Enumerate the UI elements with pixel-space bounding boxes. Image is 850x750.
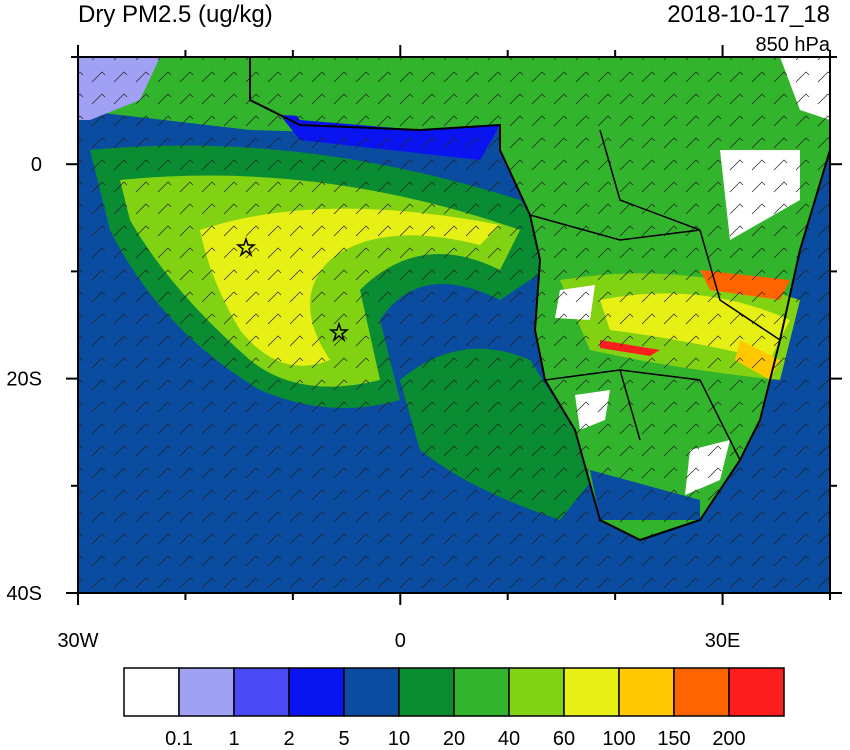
colorbar-box	[563, 667, 620, 717]
colorbar-box	[728, 667, 785, 717]
colorbar-box	[288, 667, 345, 717]
lon-label: 0	[395, 630, 406, 652]
colorbar-box	[233, 667, 290, 717]
colorbar-box	[398, 667, 455, 717]
colorbar-label: 40	[498, 728, 520, 750]
colorbar-label: 0.1	[165, 728, 193, 750]
colorbar-label: 1	[228, 728, 239, 750]
title: Dry PM2.5 (ug/kg)	[78, 1, 273, 28]
lon-label: 30W	[57, 630, 98, 652]
colorbar-label: 20	[443, 728, 465, 750]
concentration-field	[78, 57, 830, 593]
lon-label: 30E	[705, 630, 741, 652]
colorbar-box	[123, 667, 180, 717]
colorbar-label: 200	[712, 728, 745, 750]
colorbar-label: 10	[388, 728, 410, 750]
axis-ticks: 0 20S 40S 30W 0 30E	[6, 45, 842, 652]
colorbar-box	[453, 667, 510, 717]
level: 850 hPa	[755, 34, 830, 56]
lat-label: 0	[31, 154, 42, 176]
time: 2018-10-17_18	[667, 1, 830, 28]
colorbar-box	[178, 667, 235, 717]
colorbar-label: 5	[338, 728, 349, 750]
colorbar-box	[508, 667, 565, 717]
map-frame	[77, 56, 831, 594]
lat-label: 20S	[6, 369, 42, 391]
colorbar-box	[618, 667, 675, 717]
lat-label: 40S	[6, 583, 42, 605]
colorbar: 0.1 1 2 5 10 20 40 60 100 150 200	[123, 667, 785, 750]
colorbar-label: 100	[602, 728, 635, 750]
colorbar-label: 60	[553, 728, 575, 750]
colorbar-label: 150	[657, 728, 690, 750]
colorbar-box	[343, 667, 400, 717]
colorbar-label: 2	[283, 728, 294, 750]
colorbar-box	[673, 667, 730, 717]
